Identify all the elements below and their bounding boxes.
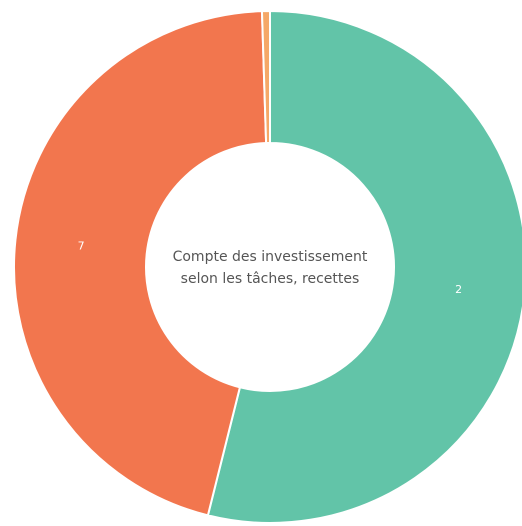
slice	[206, 9, 522, 524]
slice-label: 7	[78, 240, 85, 253]
slice	[260, 9, 271, 145]
center-text: Compte des investissement	[173, 249, 368, 265]
slice-label: 2	[455, 283, 462, 296]
slice	[13, 10, 268, 517]
slices	[13, 9, 522, 524]
center-text: selon les tâches, recettes	[181, 271, 360, 287]
